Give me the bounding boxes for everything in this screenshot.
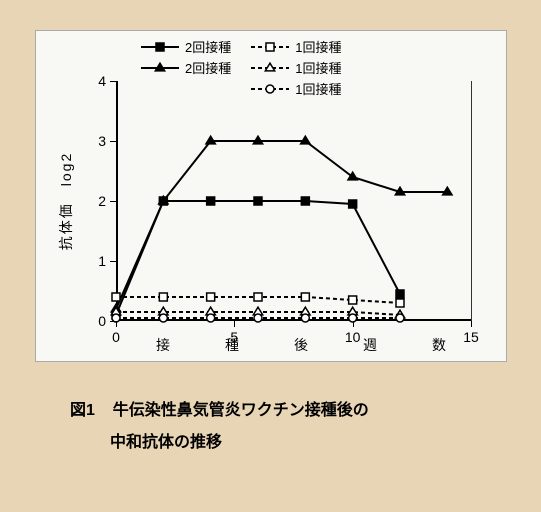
series-marker [301,197,309,205]
x-tick [471,321,472,327]
series-marker [396,299,404,307]
legend-swatch [251,82,289,96]
caption-prefix: 図1 [70,402,95,419]
series-marker [254,293,262,301]
caption-line2: 中和抗体の推移 [110,434,222,451]
legend-label: 1回接種 [295,58,341,77]
series-marker [207,314,215,322]
legend-label: 1回接種 [295,79,341,98]
legend-label: 2回接種 [185,37,231,56]
y-tick [110,201,116,202]
y-tick-label: 1 [98,253,106,269]
chart-svg [116,81,471,321]
legend-item: 2回接種 [141,37,231,56]
series-marker [254,197,262,205]
x-axis-label-char: 後 [294,335,308,355]
series-marker [349,296,357,304]
series-marker [301,293,309,301]
legend-label: 2回接種 [185,58,231,77]
series-line [116,141,447,309]
x-axis-label-char: 種 [225,335,239,355]
y-axis-label: 抗体価 log2 [56,152,76,250]
series-marker [301,314,309,322]
legend: 2回接種 2回接種 1回接種 1回接種 1回接種 [141,37,341,98]
x-axis-label-char: 接 [156,335,170,355]
series-marker [396,290,404,298]
legend-item: 1回接種 [251,37,341,56]
legend-item: 2回接種 [141,58,231,77]
chart-panel: 抗体価 log2 01234051015 2回接種2回接種 1回接種1回接種1回… [35,30,507,362]
figure-caption: 図1 牛伝染性鼻気管炎ワクチン接種後の 中和抗体の推移 [70,395,369,459]
x-axis-label-char: 週 [363,335,377,355]
series-marker [159,314,167,322]
series-marker [207,197,215,205]
series-marker [396,314,404,322]
legend-swatch [251,61,289,75]
y-tick [110,81,116,82]
legend-item: 1回接種 [251,58,341,77]
x-tick-label: 0 [112,329,120,345]
y-tick-label: 3 [98,133,106,149]
legend-col-right: 1回接種 1回接種 1回接種 [251,37,341,98]
x-tick [353,321,354,327]
legend-swatch [141,40,179,54]
series-marker [159,293,167,301]
x-tick [116,321,117,327]
y-tick [110,261,116,262]
y-tick-label: 4 [98,73,106,89]
x-tick-label: 15 [463,329,479,345]
y-tick-label: 0 [98,313,106,329]
x-axis-label: 接種後週数 [156,335,446,355]
x-tick [234,321,235,327]
legend-label: 1回接種 [295,37,341,56]
legend-item: 1回接種 [251,79,341,98]
x-axis-label-char: 数 [432,335,446,355]
series-marker [207,293,215,301]
legend-swatch [141,61,179,75]
series-marker [254,314,262,322]
y-tick-label: 2 [98,193,106,209]
y-tick [110,141,116,142]
series-marker [349,200,357,208]
caption-line1: 牛伝染性鼻気管炎ワクチン接種後の [113,402,369,419]
series-marker [112,293,120,301]
plot-area: 01234051015 [116,81,472,321]
legend-swatch [251,40,289,54]
legend-col-left: 2回接種 2回接種 [141,37,231,98]
